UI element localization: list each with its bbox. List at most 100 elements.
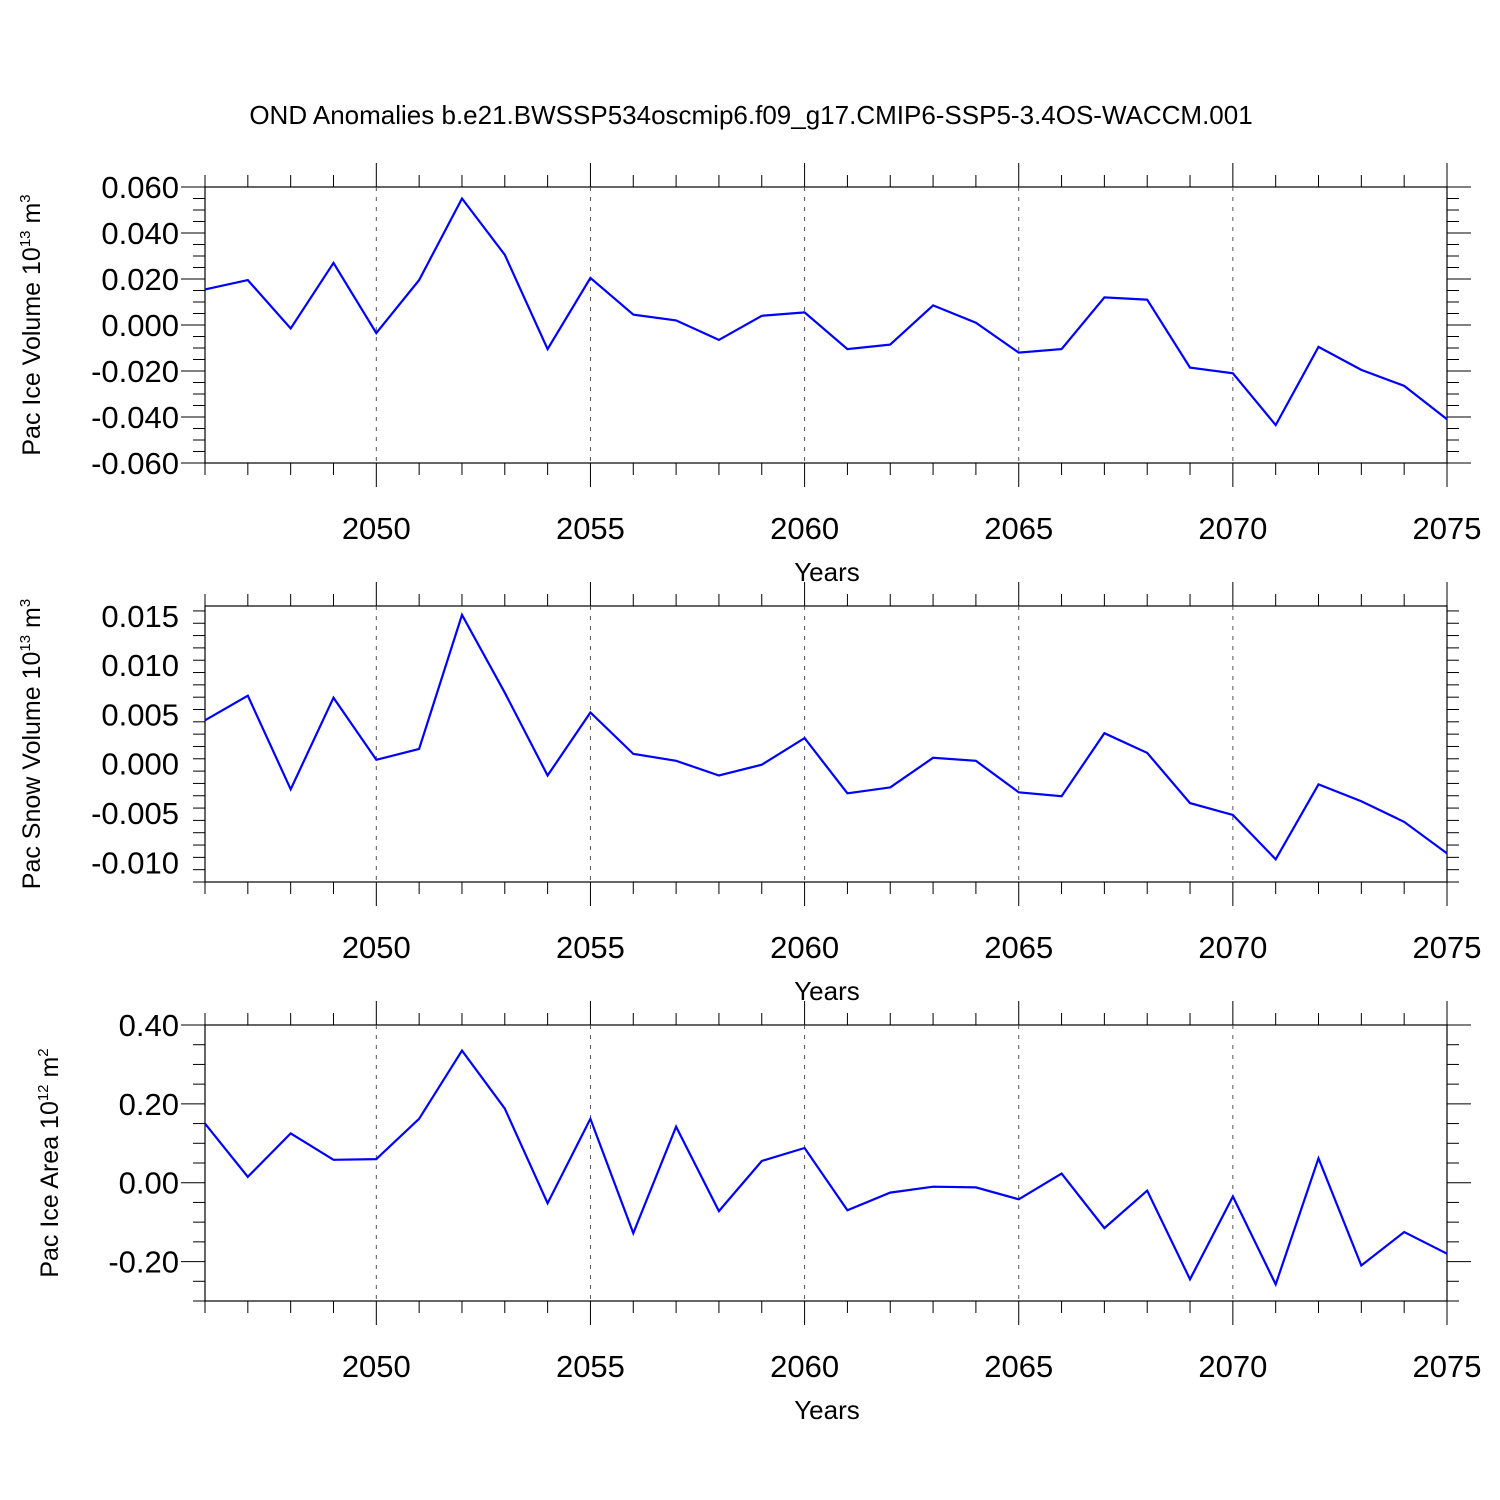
data-point-2072 — [1317, 1157, 1319, 1159]
plot-frame — [204, 1024, 1448, 1302]
data-point-2066 — [1060, 1172, 1062, 1174]
data-point-2052 — [461, 614, 463, 616]
data-point-2052 — [461, 197, 463, 199]
x-tick-label-2060: 2060 — [770, 930, 839, 965]
x-tick-label-2055: 2055 — [556, 930, 625, 965]
x-axis-label: Years — [794, 1395, 860, 1425]
data-point-2057 — [675, 319, 677, 321]
data-point-2072 — [1317, 783, 1319, 785]
data-point-2065 — [1018, 351, 1020, 353]
data-point-2046 — [204, 288, 206, 290]
data-point-2064 — [975, 760, 977, 762]
x-tick-label-2070: 2070 — [1198, 1349, 1267, 1384]
data-point-2054 — [546, 348, 548, 350]
y-tick-label: -0.060 — [91, 446, 179, 481]
x-tick-label-2065: 2065 — [984, 930, 1053, 965]
data-point-2067 — [1103, 296, 1105, 298]
data-point-2075 — [1446, 1252, 1448, 1254]
data-point-2051 — [418, 748, 420, 750]
data-point-2057 — [675, 1126, 677, 1128]
data-point-2067 — [1103, 1227, 1105, 1229]
data-point-2050 — [375, 332, 377, 334]
data-point-2051 — [418, 1118, 420, 1120]
data-point-2056 — [632, 753, 634, 755]
y-tick-label: -0.040 — [91, 400, 179, 435]
y-tick-label: 0.020 — [101, 262, 179, 297]
data-point-2059 — [761, 315, 763, 317]
data-point-2068 — [1146, 299, 1148, 301]
panel-ice-area: 2050 2055 2060 2065 2070 2075 -0.20 0.00 0.20 0.4… — [35, 1001, 1481, 1425]
data-point-2064 — [975, 1186, 977, 1188]
data-point-2058 — [718, 339, 720, 341]
data-point-2062 — [889, 343, 891, 345]
x-tick-label-2070: 2070 — [1198, 511, 1267, 546]
data-point-2061 — [846, 1209, 848, 1211]
x-tick-label-2055: 2055 — [556, 1349, 625, 1384]
plot-frame — [204, 605, 1448, 883]
y-tick-label: 0.015 — [101, 599, 179, 634]
y-tick-label: 0.000 — [101, 747, 179, 782]
data-point-2050 — [375, 1158, 377, 1160]
data-point-2073 — [1360, 800, 1362, 802]
x-tick-label-2055: 2055 — [556, 511, 625, 546]
data-point-2067 — [1103, 732, 1105, 734]
data-point-2069 — [1189, 366, 1191, 368]
data-point-2063 — [932, 304, 934, 306]
data-point-2060 — [803, 1147, 805, 1149]
data-point-2069 — [1189, 802, 1191, 804]
data-point-2054 — [546, 774, 548, 776]
data-point-2053 — [504, 254, 506, 256]
y-tick-label: 0.010 — [101, 648, 179, 683]
data-point-2063 — [932, 1185, 934, 1187]
data-point-2047 — [247, 279, 249, 281]
data-point-2071 — [1274, 858, 1276, 860]
data-point-2053 — [504, 692, 506, 694]
y-tick-label: -0.20 — [108, 1245, 179, 1280]
data-point-2068 — [1146, 752, 1148, 754]
series-line — [204, 196, 1448, 428]
y-tick-label: 0.20 — [119, 1087, 179, 1122]
data-point-2069 — [1189, 1278, 1191, 1280]
plot-frame — [204, 186, 1448, 464]
x-tick-label-2060: 2060 — [770, 1349, 839, 1384]
x-tick-label-2070: 2070 — [1198, 930, 1267, 965]
data-point-2059 — [761, 764, 763, 766]
data-point-2071 — [1274, 1283, 1276, 1285]
data-point-2053 — [504, 1107, 506, 1109]
x-tick-label-2075: 2075 — [1413, 511, 1482, 546]
x-tick-label-2060: 2060 — [770, 511, 839, 546]
x-tick-label-2050: 2050 — [342, 930, 411, 965]
data-point-2056 — [632, 1232, 634, 1234]
data-point-2073 — [1360, 1264, 1362, 1266]
data-point-2048 — [289, 788, 291, 790]
data-point-2062 — [889, 786, 891, 788]
y-tick-label: 0.40 — [119, 1008, 179, 1043]
data-point-2052 — [461, 1049, 463, 1051]
figure-title: OND Anomalies b.e21.BWSSP534oscmip6.f09_… — [249, 100, 1252, 130]
y-tick-label: 0.00 — [119, 1166, 179, 1201]
series-line — [204, 1048, 1448, 1288]
y-tick-label: -0.005 — [91, 796, 179, 831]
data-point-2066 — [1060, 795, 1062, 797]
data-point-2065 — [1018, 1198, 1020, 1200]
data-point-2064 — [975, 322, 977, 324]
y-tick-label: 0.040 — [101, 216, 179, 251]
data-point-2057 — [675, 760, 677, 762]
data-point-2075 — [1446, 852, 1448, 854]
x-axis-label: Years — [794, 557, 860, 587]
y-tick-label: 0.060 — [101, 170, 179, 205]
x-axis-label: Years — [794, 976, 860, 1006]
data-point-2049 — [332, 1159, 334, 1161]
data-point-2074 — [1403, 821, 1405, 823]
data-point-2058 — [718, 1210, 720, 1212]
x-tick-label-2065: 2065 — [984, 1349, 1053, 1384]
data-point-2048 — [289, 1132, 291, 1134]
data-point-2055 — [589, 277, 591, 279]
data-point-2047 — [247, 695, 249, 697]
panel-snow-volume: 2050 2055 2060 2065 2070 2075 -0.010 -0.005 0.00… — [17, 582, 1481, 1006]
data-point-2066 — [1060, 348, 1062, 350]
data-point-2072 — [1317, 346, 1319, 348]
data-point-2055 — [589, 1118, 591, 1120]
data-point-2071 — [1274, 424, 1276, 426]
